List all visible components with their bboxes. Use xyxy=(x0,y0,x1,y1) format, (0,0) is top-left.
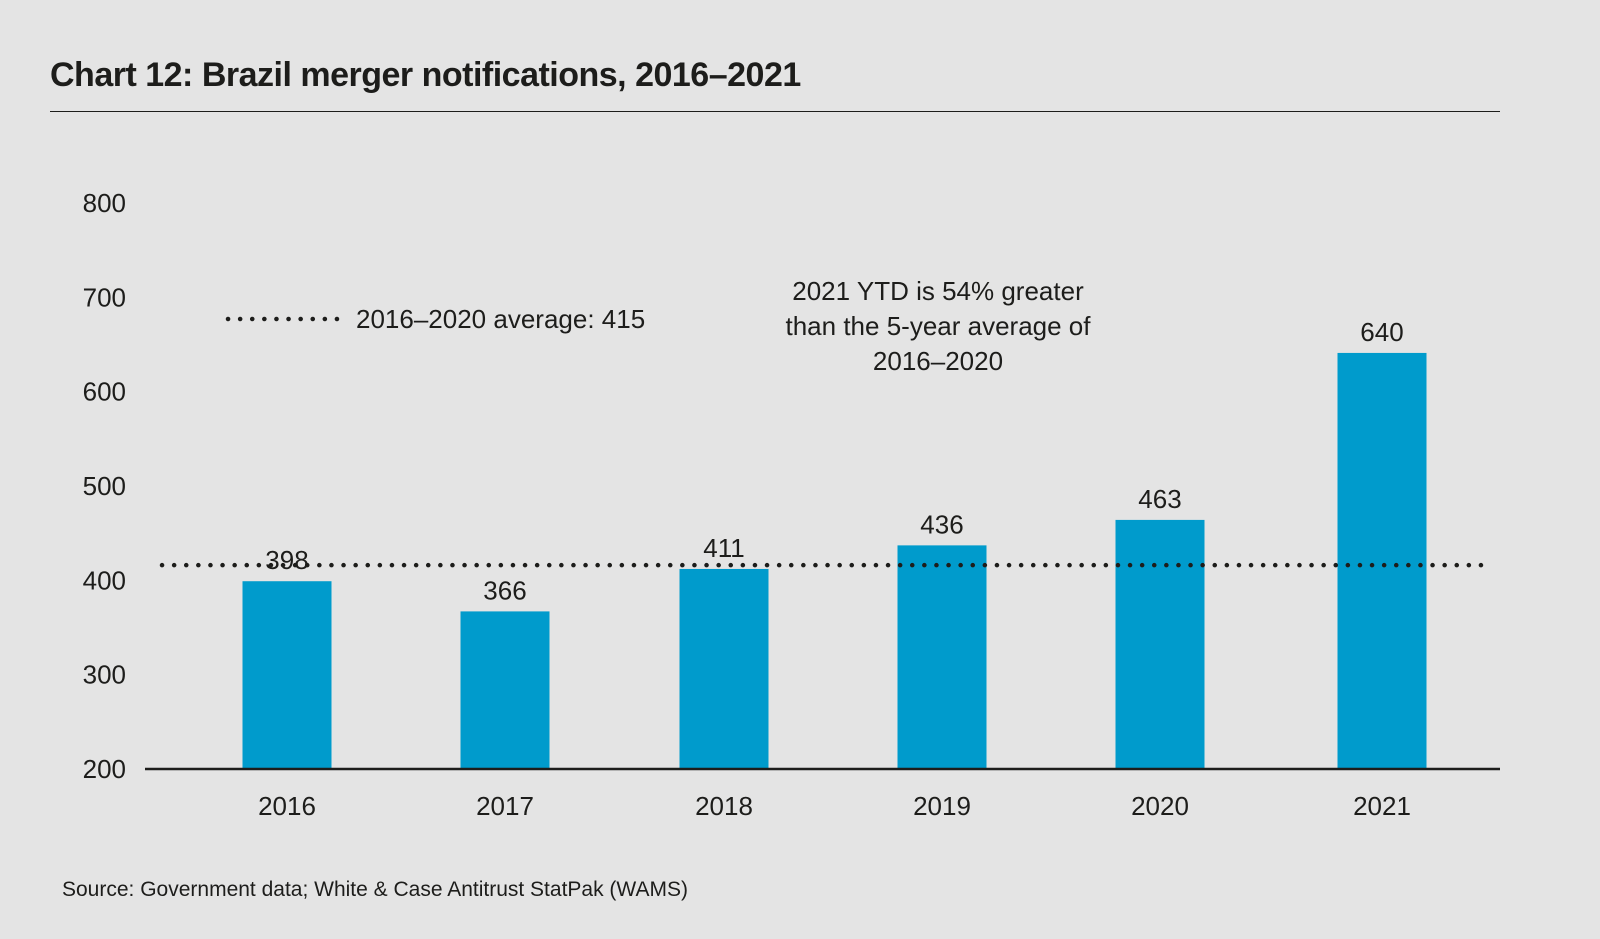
bar xyxy=(679,568,769,768)
x-tick-label: 2020 xyxy=(1131,791,1189,821)
x-tick-label: 2021 xyxy=(1353,791,1411,821)
annotation-line: 2016–2020 xyxy=(873,346,1003,376)
x-tick-label: 2019 xyxy=(913,791,971,821)
data-labels: 398 366 411 436 463 640 xyxy=(265,317,1403,605)
bar xyxy=(460,611,550,768)
x-tick-label: 2018 xyxy=(695,791,753,821)
y-tick-label: 500 xyxy=(83,471,126,501)
y-tick-label: 400 xyxy=(83,565,126,595)
x-axis: 2016 2017 2018 2019 2020 2021 xyxy=(145,767,1500,821)
y-tick-label: 200 xyxy=(83,754,126,784)
bar xyxy=(1115,519,1205,768)
bar xyxy=(897,545,987,768)
bar xyxy=(1337,352,1427,768)
title-divider xyxy=(50,111,1500,112)
data-label: 436 xyxy=(920,509,963,539)
y-tick-label: 800 xyxy=(83,188,126,218)
legend: 2016–2020 average: 415 xyxy=(225,304,645,334)
y-axis: 200 300 400 500 600 700 800 xyxy=(83,188,126,784)
chart-title: Chart 12: Brazil merger notifications, 2… xyxy=(50,56,801,94)
y-tick-label: 700 xyxy=(83,282,126,312)
x-tick-label: 2017 xyxy=(476,791,534,821)
x-tick-label: 2016 xyxy=(258,791,316,821)
y-tick-label: 300 xyxy=(83,660,126,690)
legend-label: 2016–2020 average: 415 xyxy=(356,304,645,334)
data-label: 398 xyxy=(265,545,308,575)
annotation-line: 2021 YTD is 54% greater xyxy=(792,276,1084,306)
data-label: 640 xyxy=(1360,317,1403,347)
y-tick-label: 600 xyxy=(83,377,126,407)
bars xyxy=(242,352,1427,768)
source-note: Source: Government data; White & Case An… xyxy=(62,878,688,901)
data-label: 366 xyxy=(483,575,526,605)
data-label: 463 xyxy=(1138,484,1181,514)
data-label: 411 xyxy=(703,533,744,563)
bar xyxy=(242,581,332,768)
annotation: 2021 YTD is 54% greater than the 5-year a… xyxy=(786,276,1092,376)
annotation-line: than the 5-year average of xyxy=(786,311,1092,341)
